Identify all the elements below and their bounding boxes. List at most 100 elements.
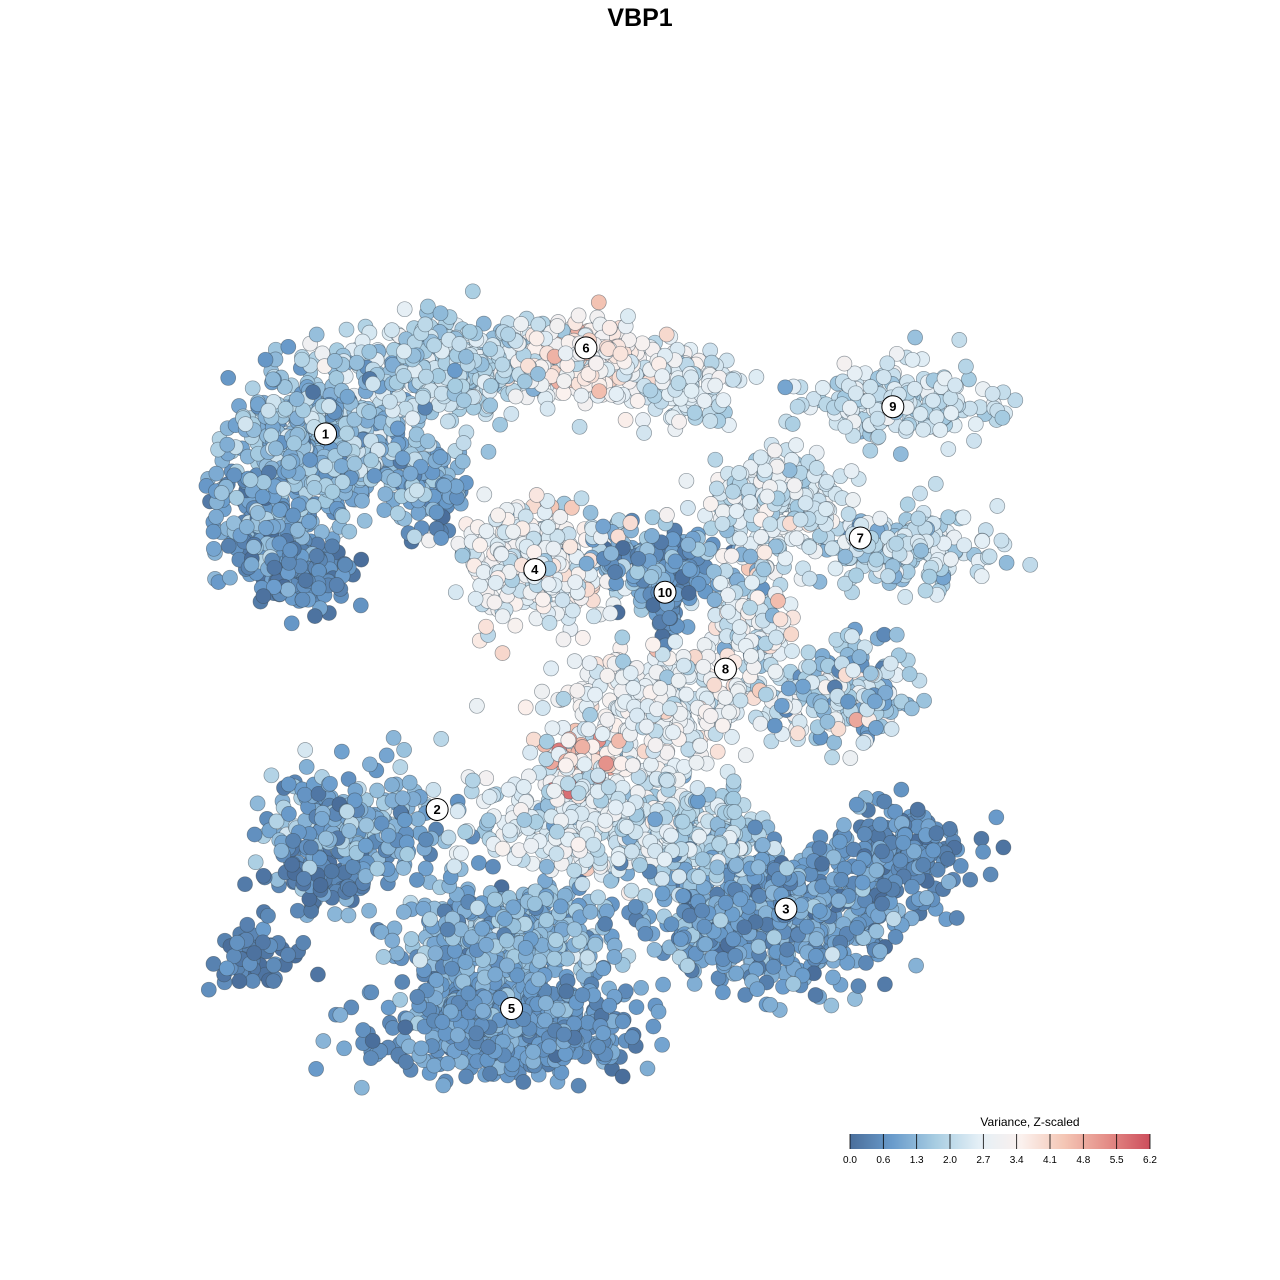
data-point <box>628 999 645 1015</box>
data-point <box>655 976 671 993</box>
data-point <box>615 653 631 670</box>
data-point <box>208 465 225 482</box>
data-point <box>927 476 944 492</box>
data-point <box>386 472 403 488</box>
data-point <box>338 321 355 338</box>
data-point <box>858 955 874 971</box>
data-point <box>788 437 804 453</box>
data-point <box>643 756 659 773</box>
data-point <box>844 628 860 645</box>
data-point <box>392 759 409 775</box>
data-point <box>200 981 217 998</box>
data-point <box>574 630 591 646</box>
data-point <box>380 999 397 1016</box>
data-point <box>478 770 495 787</box>
data-point <box>958 358 974 375</box>
data-point <box>492 416 508 433</box>
data-point <box>265 957 282 974</box>
data-point <box>951 332 968 348</box>
data-point <box>538 733 555 750</box>
data-point <box>276 379 293 395</box>
data-point <box>472 577 489 594</box>
data-point <box>363 1050 379 1067</box>
data-point <box>702 496 719 512</box>
data-point <box>887 929 904 945</box>
data-point <box>706 677 723 693</box>
data-point <box>543 660 559 677</box>
data-point <box>908 957 924 974</box>
data-point <box>353 551 370 568</box>
data-point <box>395 860 412 876</box>
data-point <box>470 855 487 871</box>
data-point <box>260 907 276 924</box>
data-point <box>807 987 824 1003</box>
data-point <box>205 523 222 540</box>
data-point <box>912 485 928 502</box>
data-point <box>998 554 1015 571</box>
data-point <box>582 504 599 521</box>
data-point <box>263 767 280 784</box>
data-point <box>825 969 841 986</box>
data-point <box>846 365 863 382</box>
data-point <box>614 1068 631 1085</box>
data-point <box>396 301 413 318</box>
chart-title: VBP1 <box>607 4 673 32</box>
data-point <box>800 644 817 661</box>
data-point <box>862 379 879 395</box>
data-point <box>752 715 769 732</box>
data-point <box>982 866 999 883</box>
data-point <box>308 1061 324 1077</box>
data-point <box>826 734 843 751</box>
data-point <box>525 731 542 748</box>
data-point <box>879 355 896 372</box>
data-point <box>237 876 253 893</box>
data-point <box>563 499 580 516</box>
data-point <box>777 379 794 396</box>
data-point <box>633 979 649 996</box>
data-point <box>566 653 583 669</box>
data-point <box>420 298 436 315</box>
data-point <box>654 1036 670 1053</box>
data-point <box>310 966 326 983</box>
data-point <box>384 777 400 793</box>
data-point <box>993 532 1010 549</box>
data-point <box>220 538 237 554</box>
data-point <box>732 530 748 547</box>
data-point <box>888 626 905 643</box>
data-point <box>356 512 373 529</box>
data-point <box>650 1003 667 1020</box>
data-point <box>528 487 545 503</box>
data-point <box>941 820 958 837</box>
data-point <box>570 1077 587 1094</box>
data-point <box>476 486 493 503</box>
data-point <box>876 793 893 810</box>
data-point <box>395 904 412 920</box>
data-point <box>907 329 923 346</box>
data-point <box>517 699 534 716</box>
data-point <box>480 812 497 829</box>
data-point <box>574 876 591 892</box>
data-point <box>766 717 783 734</box>
data-point <box>654 646 671 663</box>
data-point <box>447 584 464 601</box>
data-point <box>892 446 909 462</box>
data-point <box>257 351 274 368</box>
data-point <box>297 742 314 758</box>
data-point <box>973 830 990 847</box>
data-point <box>639 1060 656 1077</box>
data-point <box>917 582 934 599</box>
data-point <box>967 416 984 432</box>
data-point <box>581 655 598 672</box>
data-point <box>544 720 561 737</box>
data-point <box>522 744 539 761</box>
data-point <box>394 974 411 990</box>
data-point <box>392 991 409 1008</box>
data-point <box>603 872 619 889</box>
data-point <box>868 923 885 940</box>
data-point <box>435 1077 452 1094</box>
data-point <box>333 743 350 760</box>
data-point <box>831 833 848 850</box>
data-point <box>788 530 805 547</box>
data-point <box>909 801 926 818</box>
